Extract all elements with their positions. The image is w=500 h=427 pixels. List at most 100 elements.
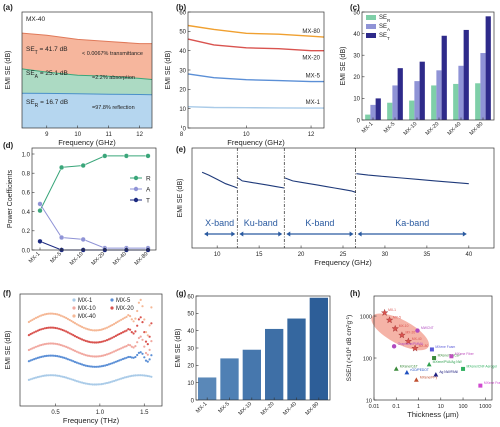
- scatter-point-mx-1: [61, 375, 64, 378]
- scatter-point-mx-10: [47, 342, 50, 345]
- scatter-point-mx-20: [113, 335, 116, 338]
- scatter-point-mx-10: [50, 342, 54, 345]
- legend-label: T: [146, 197, 150, 204]
- scatter-point-mx-40: [61, 315, 64, 318]
- scatter-point-mx-1: [73, 379, 77, 382]
- emi-se-line: [237, 177, 285, 189]
- scatter-point-mx-20: [127, 328, 130, 331]
- y-tick-label: 50: [353, 10, 360, 16]
- bar-mx-80: [309, 297, 328, 400]
- scatter-point-mx-40: [77, 324, 80, 327]
- scatter-point-mx-20: [95, 341, 98, 344]
- scatter-point-mx-1: [84, 382, 87, 385]
- se-r-line: [21, 92, 153, 96]
- y-tick-label: 40: [179, 49, 186, 55]
- scatter-point-mx-20: [82, 339, 85, 342]
- scatter-point-mx-40: [141, 305, 144, 308]
- scatter-point-mx-1: [89, 383, 93, 386]
- scatter-point-mx-10: [150, 340, 153, 343]
- legend-label: SEA: [379, 24, 390, 32]
- scatter-point-mx-40: [91, 329, 94, 332]
- series-label: MX-5: [306, 74, 321, 80]
- scatter-point-mx-10: [40, 343, 43, 347]
- scatter-point-mx-20: [84, 339, 87, 342]
- x-axis-label: Frequency (THz): [63, 416, 120, 425]
- scatter-point-mx-5: [146, 360, 149, 363]
- scatter-point-mx-20: [109, 337, 112, 340]
- series-line-t: [39, 240, 148, 251]
- emi-se-line: [356, 173, 469, 185]
- legend-marker: [133, 186, 139, 192]
- scatter-point-mx-10: [132, 346, 135, 349]
- scatter-point-mx-40: [54, 312, 57, 316]
- scatter-point-mx-40: [148, 324, 151, 327]
- scatter-point-mx-5: [91, 365, 94, 368]
- scatter-point-mx-40: [73, 322, 77, 325]
- scatter-point-mx-5: [120, 358, 123, 361]
- scatter-point-mx-40: [93, 329, 96, 332]
- se-t-value: SET = 41.7 dB: [26, 46, 68, 56]
- scatter-point-mx-5: [113, 361, 116, 364]
- scatter-point-mx-1: [68, 377, 71, 380]
- scatter-point-mx-20: [47, 326, 50, 329]
- point-label: MX-80: [419, 344, 429, 348]
- scatter-point-mx-20: [146, 343, 149, 346]
- legend-marker: [133, 175, 139, 181]
- bar-se-a: [392, 85, 398, 120]
- scatter-point-mx-10: [141, 338, 144, 341]
- bar-se-t: [485, 16, 491, 120]
- panel-d-frame: [31, 147, 157, 251]
- point-r: [80, 162, 86, 169]
- emi-se-line: [284, 177, 356, 193]
- scatter-point-mx-1: [111, 380, 114, 383]
- point-label: Ag NW/PANI: [439, 370, 458, 374]
- y-tick-label: 20: [179, 88, 186, 94]
- bar-se-t: [375, 98, 381, 120]
- scatter-point-mx-10: [84, 354, 87, 357]
- scatter-point-mx-20: [104, 339, 107, 342]
- y-axis-label: EMI SE (dB): [340, 47, 347, 86]
- scatter-point-mx-1: [98, 383, 101, 386]
- scatter-point-mx-10: [58, 343, 61, 346]
- scatter-point-mx-5: [123, 357, 126, 360]
- y-tick-label: 50: [179, 30, 186, 36]
- scatter-point-mx-20: [63, 329, 66, 332]
- data-point: [432, 356, 437, 361]
- scatter-point-mx-1: [95, 383, 98, 386]
- scatter-point-mx-20: [102, 340, 105, 343]
- scatter-point-mx-40: [130, 318, 133, 321]
- scatter-point-mx-5: [68, 358, 71, 361]
- panel-a-frame: [21, 11, 153, 129]
- scatter-point-mx-1: [134, 374, 137, 377]
- scatter-point-mx-1: [125, 376, 128, 379]
- y-tick-label: 0.2: [22, 229, 31, 235]
- band-arrow-head: [286, 231, 291, 237]
- scatter-point-mx-10: [139, 335, 142, 338]
- band-arrow-head: [231, 231, 236, 237]
- series-label: MX-1: [306, 100, 321, 106]
- point-label: Graphene/PMMA: [398, 342, 424, 346]
- absorption-note: =2.2% absorption: [92, 75, 135, 81]
- scatter-point-mx-10: [81, 352, 84, 355]
- scatter-point-mx-5: [84, 364, 87, 367]
- point-label: MWCNT: [421, 326, 434, 330]
- y-tick-label: 20: [353, 75, 360, 81]
- scatter-point-mx-40: [70, 319, 73, 323]
- scatter-point-mx-1: [27, 378, 30, 381]
- scatter-point-mx-40: [42, 313, 45, 316]
- scatter-point-mx-20: [150, 322, 153, 325]
- scatter-point-mx-40: [56, 313, 59, 316]
- scatter-point-mx-20: [97, 341, 100, 344]
- x-tick-label: MX-40: [112, 251, 128, 267]
- x-tick-label: MX-20: [91, 251, 107, 267]
- scatter-point-mx-5: [58, 355, 61, 358]
- x-tick-label: 10: [74, 132, 81, 138]
- data-point: [478, 383, 483, 388]
- scatter-point-mx-10: [121, 346, 125, 349]
- x-tick-label: MX-80: [134, 251, 150, 267]
- y-axis-label: EMI SE (dB): [5, 331, 12, 370]
- bar-se-t: [441, 35, 447, 121]
- scatter-point-mx-5: [134, 355, 137, 359]
- scatter-point-mx-20: [81, 338, 84, 341]
- scatter-point-mx-40: [104, 327, 107, 330]
